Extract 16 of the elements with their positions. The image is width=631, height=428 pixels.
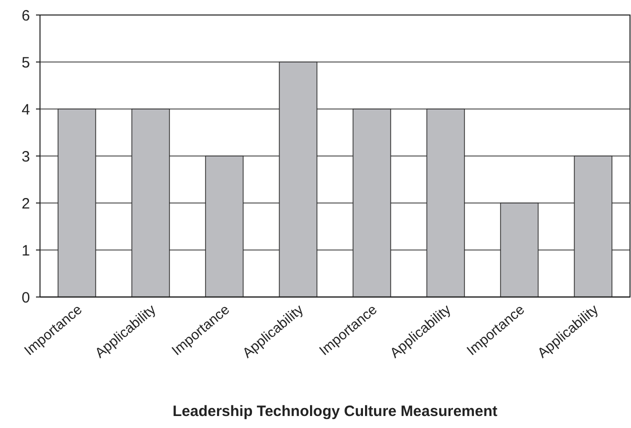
x-axis-title: Leadership Technology Culture Measurement	[172, 403, 498, 420]
y-tick-label: 1	[22, 242, 30, 260]
bar	[500, 202, 539, 298]
bar	[574, 156, 612, 298]
y-tick-label: 6	[22, 7, 30, 24]
bar	[131, 108, 170, 298]
y-tick-label: 5	[22, 54, 30, 72]
y-tick-label: 3	[22, 148, 30, 166]
y-tick-label: 0	[22, 289, 30, 306]
bar	[58, 108, 96, 298]
bar	[205, 156, 244, 298]
y-tick-label: 4	[22, 101, 30, 118]
bar	[426, 108, 465, 298]
bar	[278, 62, 318, 298]
y-tick-label: 2	[22, 195, 30, 212]
bar	[352, 108, 392, 298]
